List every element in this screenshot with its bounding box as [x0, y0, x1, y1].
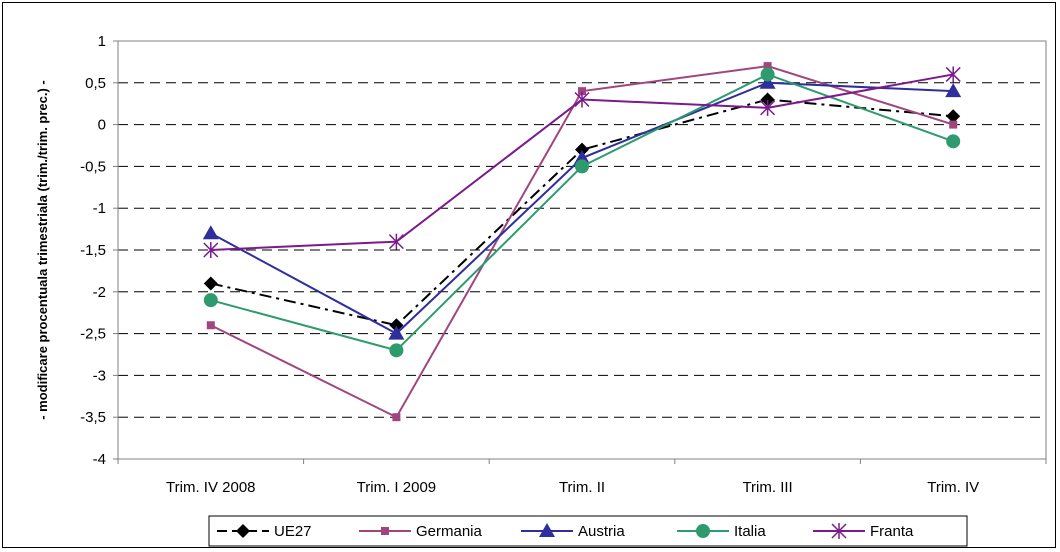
y-tick-label: 0,5: [85, 75, 106, 92]
legend-item-ue27: UE27: [217, 523, 312, 540]
gridlines: [118, 82, 1046, 418]
legend-item-germania: Germania: [359, 523, 483, 540]
y-tick-label: -1,5: [80, 242, 106, 259]
x-tick-label: Trim. IV: [927, 479, 979, 496]
x-axis-ticks: Trim. IV 2008 Trim. I 2009 Trim. II Trim. I…: [117, 459, 1047, 496]
data-point-franta: [388, 233, 404, 250]
data-point-italia: [389, 343, 404, 358]
x-tick-label: Trim. IV 2008: [166, 479, 255, 496]
data-point-italia: [575, 159, 589, 174]
series-franta: [203, 66, 961, 258]
data-point-germania: [392, 413, 401, 422]
data-point-ue27: [389, 318, 404, 333]
y-tick-label: -1: [93, 200, 106, 217]
data-point-germania: [578, 87, 586, 96]
data-point-franta: [760, 99, 776, 116]
data-point-austria: [759, 74, 776, 89]
data-point-austria: [388, 325, 405, 340]
y-tick-label: -0,5: [80, 158, 106, 175]
y-axis-label: - modificare procentuala trimestriala (t…: [35, 80, 50, 420]
series-line-germania: [210, 65, 954, 419]
data-point-franta: [574, 91, 590, 108]
x-tick-label: Trim. II: [559, 479, 605, 496]
data-point-ue27: [946, 109, 961, 124]
data-point-germania: [949, 120, 958, 129]
data-point-austria: [202, 225, 219, 240]
series-line-ue27: [210, 98, 954, 327]
data-point-ue27: [203, 276, 218, 291]
y-tick-label: -3: [93, 367, 106, 384]
legend-marker-franta: [831, 523, 847, 539]
data-point-ue27: [760, 92, 775, 107]
legend-marker-germania: [381, 527, 389, 535]
data-point-ue27: [575, 142, 589, 157]
y-axis-ticks: 1 0,5 0 -0,5 -1 -1,5 -2 -2,5 -3 -3,5 -4: [80, 33, 118, 468]
x-tick-label: Trim. I 2009: [357, 479, 436, 496]
y-tick-label: 0: [98, 117, 106, 134]
y-tick-label: 1: [98, 33, 106, 50]
y-tick-label: -4: [93, 451, 106, 468]
legend-item-italia: Italia: [677, 523, 766, 540]
series-ue27: [203, 92, 961, 333]
y-tick-label: -2,5: [80, 326, 106, 343]
series-layer: [202, 62, 962, 422]
data-point-franta: [945, 66, 961, 83]
data-point-franta: [203, 242, 219, 258]
data-point-austria: [945, 83, 962, 98]
series-line-italia: [210, 73, 954, 352]
data-point-germania: [763, 62, 772, 71]
legend-marker-ue27: [236, 524, 250, 538]
legend: UE27 Germania Austria Italia Franta: [208, 515, 968, 547]
data-point-germania: [206, 321, 215, 330]
data-point-italia: [946, 134, 961, 149]
data-point-italia: [203, 293, 218, 308]
y-tick-label: -3,5: [80, 409, 106, 426]
legend-item-franta: Franta: [813, 523, 914, 540]
legend-label-austria: Austria: [578, 523, 625, 540]
series-germania: [206, 62, 958, 422]
data-point-italia: [760, 67, 775, 82]
legend-marker-italia: [696, 524, 710, 538]
legend-label-ue27: UE27: [274, 523, 312, 540]
legend-item-austria: Austria: [521, 523, 625, 540]
legend-marker-austria: [539, 523, 555, 537]
data-point-austria: [574, 150, 590, 165]
legend-label-franta: Franta: [870, 523, 914, 540]
legend-label-italia: Italia: [734, 523, 766, 540]
x-tick-label: Trim. III: [742, 479, 792, 496]
series-italia: [203, 67, 961, 358]
y-tick-label: -2: [93, 284, 106, 301]
legend-label-germania: Germania: [416, 523, 483, 540]
series-austria: [202, 74, 962, 340]
